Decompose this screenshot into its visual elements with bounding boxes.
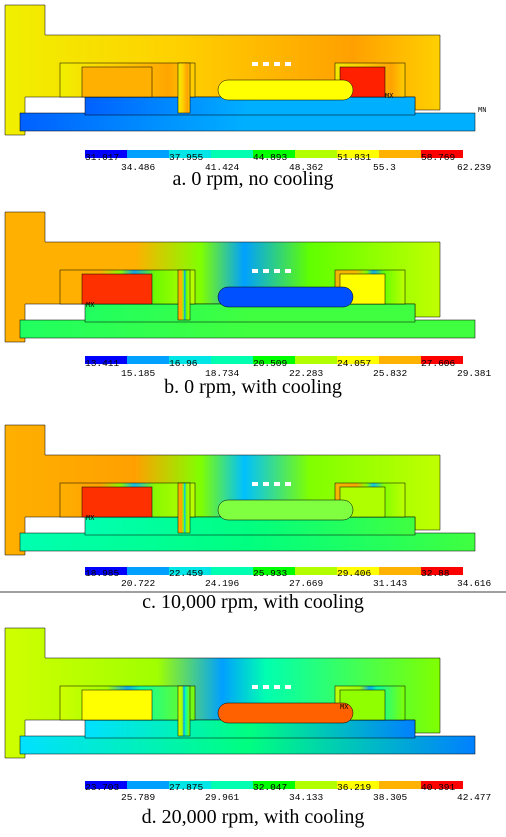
legend-swatch (295, 356, 337, 364)
legend-label: 38.305 (373, 792, 408, 803)
marker-label: MX (340, 704, 349, 712)
slot (274, 62, 280, 66)
legend-swatch (379, 567, 421, 575)
caption: d. 20,000 rpm, with cooling (142, 806, 365, 828)
slot (285, 62, 291, 66)
legend-swatch (127, 150, 169, 158)
legend-label: 34.616 (457, 578, 492, 589)
slot (263, 482, 269, 486)
base-shaft (20, 736, 475, 754)
panel: MX13.41115.18516.9618.73420.50922.28324.… (5, 212, 492, 398)
spacer (178, 686, 190, 736)
legend-label: 24.057 (337, 358, 371, 369)
legend-swatch (127, 356, 169, 364)
legend-label: 20.722 (121, 578, 156, 589)
center-rod (218, 287, 353, 307)
legend-swatch (379, 150, 421, 158)
slot (252, 62, 258, 66)
slot (274, 482, 280, 486)
caption: b. 0 rpm, with cooling (164, 376, 342, 398)
legend-swatch (295, 150, 337, 158)
marker-label: MX (385, 93, 394, 101)
caption: c. 10,000 rpm, with cooling (142, 591, 364, 613)
spacer (178, 483, 190, 533)
caption: a. 0 rpm, no cooling (172, 168, 333, 190)
center-rod (218, 703, 353, 723)
legend-label: 32.047 (253, 782, 287, 793)
legend-label: 18.985 (85, 568, 120, 579)
base-shaft (20, 320, 475, 338)
left-stator (82, 67, 152, 97)
legend-label: 23.703 (85, 782, 120, 793)
left-stator (82, 487, 152, 517)
legend-label: 37.955 (169, 152, 204, 163)
legend-label: 62.239 (457, 162, 492, 173)
legend-label: 44.893 (253, 152, 288, 163)
legend-label: 31.017 (85, 152, 119, 163)
legend-swatch (211, 356, 253, 364)
spacer (178, 63, 190, 113)
base-shaft (20, 533, 475, 551)
legend-swatch (211, 150, 253, 158)
slot (274, 685, 280, 689)
legend-label: 58.769 (421, 152, 456, 163)
legend-label: 31.143 (373, 578, 408, 589)
legend-label: 25.933 (253, 568, 288, 579)
legend-label: 24.196 (205, 578, 240, 589)
legend-label: 51.831 (337, 152, 372, 163)
legend-label: 55.3 (373, 162, 396, 173)
legend-label: 22.459 (169, 568, 204, 579)
legend-swatch (295, 781, 337, 789)
slot (263, 685, 269, 689)
left-stator (82, 274, 152, 304)
marker-label: MX (86, 515, 95, 523)
legend-swatch (211, 567, 253, 575)
legend-swatch (379, 356, 421, 364)
left-stator (82, 690, 152, 720)
legend-label: 27.669 (289, 578, 324, 589)
legend-label: 36.219 (337, 782, 372, 793)
panel: MX 23.70325.789 27.87529.961 32.04734.133 36… (5, 628, 491, 828)
legend-label: 13.411 (85, 358, 120, 369)
legend-swatch (379, 781, 421, 789)
legend-label: 42.477 (457, 792, 491, 803)
figure: MXMN31.01734.48637.95541.42444.89348.362… (0, 0, 506, 837)
legend-label: 25.789 (121, 792, 156, 803)
legend-label: 20.509 (253, 358, 288, 369)
slot (252, 482, 258, 486)
slot (285, 482, 291, 486)
marker-label: MX (86, 302, 95, 310)
legend-swatch (127, 781, 169, 789)
legend-label: 16.96 (169, 358, 198, 369)
legend-label: 34.486 (121, 162, 156, 173)
legend-swatch (211, 781, 253, 789)
legend-swatch (295, 567, 337, 575)
legend-label: 27.606 (421, 358, 456, 369)
legend-label: 40.391 (421, 782, 456, 793)
slot (263, 269, 269, 273)
spacer (178, 270, 190, 320)
marker-label: MN (478, 107, 486, 115)
panel: MXMN31.01734.48637.95541.42444.89348.362… (5, 5, 492, 190)
center-rod (218, 500, 353, 520)
slot (274, 269, 280, 273)
legend-label: 34.133 (289, 792, 324, 803)
legend-label: 27.875 (169, 782, 204, 793)
legend-label: 29.961 (205, 792, 240, 803)
legend-swatch (127, 567, 169, 575)
legend-label: 32.88 (421, 568, 450, 579)
slot (285, 269, 291, 273)
slot (285, 685, 291, 689)
base-shaft (20, 113, 475, 131)
legend-label: 29.381 (457, 368, 492, 379)
slot (263, 62, 269, 66)
legend-label: 29.406 (337, 568, 372, 579)
legend-label: 25.832 (373, 368, 408, 379)
legend-label: 15.185 (121, 368, 156, 379)
page: MXMN31.01734.48637.95541.42444.89348.362… (0, 0, 506, 837)
panel: MX 18.98520.722 22.45924.196 25.93327.669 29… (0, 425, 506, 613)
center-rod (218, 80, 353, 100)
slot (252, 269, 258, 273)
slot (252, 685, 258, 689)
